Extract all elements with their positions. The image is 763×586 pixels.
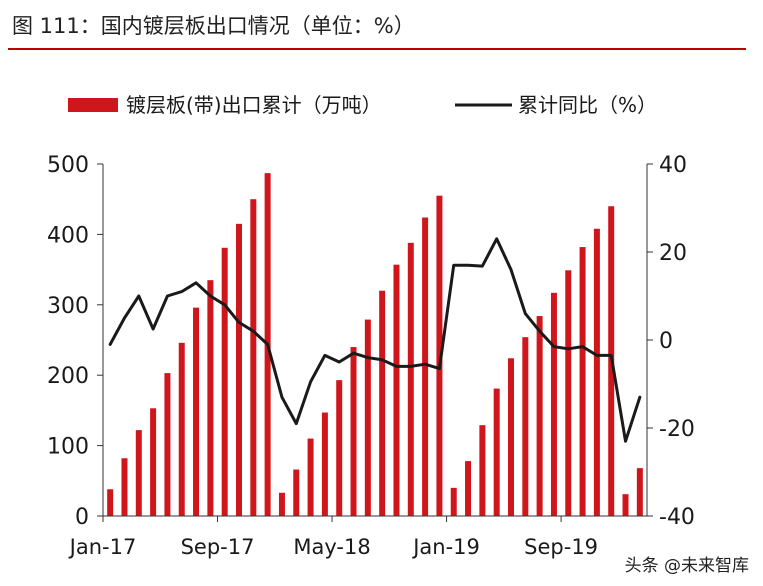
bar [407,242,414,516]
bar [336,380,343,516]
bar [536,316,543,516]
bar [250,199,257,516]
chart-title: 图 111：国内镀层板出口情况（单位：%） [12,14,415,38]
bar [622,494,629,516]
y-left-tick-label: 0 [75,505,89,530]
bar [178,342,185,516]
bar [565,270,572,516]
bar [364,319,371,516]
bar [164,373,171,516]
bar [221,247,228,516]
title-rule [8,48,746,50]
bar [307,438,314,516]
bar [150,408,157,516]
legend-bar-label: 镀层板(带)出口累计（万吨） [126,93,382,117]
bar [207,280,214,516]
bar [379,290,386,516]
y-right-tick-label: 20 [659,241,687,266]
bar [107,489,114,516]
y-left-tick-label: 100 [47,435,89,460]
bar [636,468,643,516]
bar [450,487,457,516]
bar [508,358,514,516]
bar [193,307,200,516]
bar [321,412,328,516]
bar [121,458,128,516]
y-left-tick-label: 300 [47,294,89,319]
bar [393,264,400,516]
bar [522,337,529,516]
bar [550,292,557,516]
y-left-tick-label: 500 [47,153,89,178]
bar [436,195,443,516]
y-left-tick-label: 200 [47,364,89,389]
y-right-tick-label: -20 [659,417,695,442]
x-tick-label: Jan-17 [68,535,137,559]
yoy-line [108,237,642,443]
y-right-tick-label: -40 [659,505,695,530]
y-left-tick-label: 400 [47,223,89,248]
bar [278,492,285,516]
x-tick-label: Sep-17 [181,535,255,559]
x-tick-label: May-18 [293,535,370,559]
legend-bar-swatch [68,98,118,112]
y-right-tick-label: 40 [659,153,687,178]
bar [350,347,357,516]
x-tick-label: Sep-19 [524,535,598,559]
y-right-tick-label: 0 [659,329,673,354]
bar [236,223,242,516]
watermark: 头条 @未来智库 [624,556,749,576]
bar [135,430,142,516]
bar [479,425,486,516]
bar [579,247,586,516]
bar [593,228,600,516]
x-tick-label: Jan-19 [411,535,480,559]
bar [422,217,429,516]
bar [293,469,300,516]
bar [465,461,472,516]
legend-line-label: 累计同比（%） [518,93,657,117]
legend: 镀层板(带)出口累计（万吨） 累计同比（%） [68,93,657,117]
bar [493,388,500,516]
